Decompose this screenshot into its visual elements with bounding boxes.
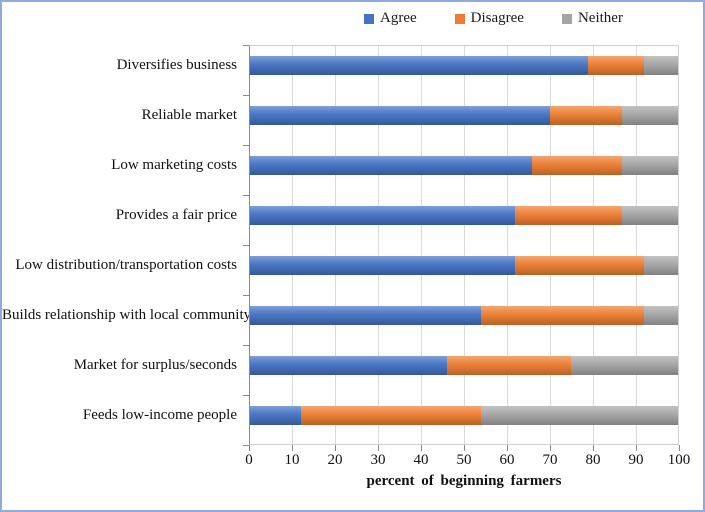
x-tick-label: 50	[456, 452, 472, 468]
category-label: Provides a fair price	[115, 207, 237, 223]
category-label: Diversifies business	[116, 57, 237, 73]
legend-label-agree: Agree	[380, 10, 417, 26]
stacked-bar	[250, 356, 678, 375]
bar-segment-agree	[250, 206, 516, 225]
x-tick-label: 30	[370, 452, 386, 468]
bar-segment-agree	[250, 106, 550, 125]
y-axis-ticks	[243, 45, 249, 446]
stacked-bar	[250, 206, 678, 225]
x-tick-label: 20	[327, 452, 343, 468]
legend-label-disagree: Disagree	[470, 10, 524, 26]
x-tick-label: 0	[245, 452, 253, 468]
bar-segment-disagree	[301, 406, 482, 425]
x-tick-label: 80	[585, 452, 601, 468]
bar-segment-agree	[250, 156, 533, 175]
stacked-bar	[250, 306, 678, 325]
bar-segment-neither	[622, 156, 678, 175]
bar-segment-disagree	[549, 106, 623, 125]
disagree-swatch-icon	[454, 13, 465, 24]
stacked-bar	[250, 156, 678, 175]
bar-segment-neither	[622, 106, 678, 125]
bar-row	[250, 146, 678, 196]
x-axis-title: percent of beginning farmers	[366, 473, 562, 489]
legend-item-disagree: Disagree	[454, 10, 524, 27]
bar-segment-disagree	[481, 306, 644, 325]
category-label: Low marketing costs	[111, 157, 237, 173]
bar-rows	[250, 46, 678, 446]
bar-segment-neither	[643, 256, 678, 275]
x-tick-label: 70	[542, 452, 558, 468]
bar-segment-neither	[643, 306, 678, 325]
stacked-bar	[250, 106, 678, 125]
bar-row	[250, 396, 678, 446]
bar-segment-neither	[622, 206, 678, 225]
bar-row	[250, 346, 678, 396]
x-tick-label: 90	[628, 452, 644, 468]
bar-segment-agree	[250, 406, 302, 425]
x-tick-labels: 0 10 20 30 40 50 60 70 80 90 100	[245, 452, 690, 470]
bar-segment-disagree	[515, 206, 623, 225]
bar-segment-disagree	[515, 256, 644, 275]
bar-row	[250, 196, 678, 246]
x-tick-label: 10	[284, 452, 300, 468]
x-tick-label: 60	[499, 452, 515, 468]
legend-item-neither: Neither	[561, 10, 623, 27]
bar-row	[250, 296, 678, 346]
plot-area	[249, 45, 679, 445]
bar-row	[250, 96, 678, 146]
bar-segment-neither	[481, 406, 678, 425]
stacked-bar	[250, 406, 678, 425]
bar-segment-neither	[570, 356, 678, 375]
bar-segment-agree	[250, 256, 516, 275]
bar-segment-neither	[643, 56, 678, 75]
bar-segment-disagree	[446, 356, 571, 375]
stacked-bar	[250, 256, 678, 275]
category-labels: Diversifies business Reliable market Low m…	[2, 45, 252, 445]
bar-row	[250, 46, 678, 96]
x-tick-label: 40	[413, 452, 429, 468]
bar-segment-disagree	[532, 156, 623, 175]
neither-swatch-icon	[561, 13, 572, 24]
x-axis-ticks	[249, 445, 680, 451]
legend: Agree Disagree Neither	[364, 10, 623, 27]
bar-segment-agree	[250, 56, 589, 75]
bar-row	[250, 246, 678, 296]
category-label: Feeds low-income people	[82, 407, 237, 423]
stacked-bar	[250, 56, 678, 75]
category-label: Market for surplus/seconds	[73, 357, 237, 373]
bar-segment-agree	[250, 356, 447, 375]
x-tick-label: 100	[667, 452, 691, 468]
agree-swatch-icon	[364, 13, 374, 24]
category-label: Builds relationship with local community	[2, 307, 252, 323]
category-label: Reliable market	[141, 107, 237, 123]
category-label: Low distribution/transportation costs	[15, 257, 237, 273]
legend-label-neither: Neither	[577, 10, 623, 26]
bar-segment-disagree	[588, 56, 644, 75]
legend-item-agree: Agree	[364, 10, 417, 27]
bar-segment-agree	[250, 306, 482, 325]
